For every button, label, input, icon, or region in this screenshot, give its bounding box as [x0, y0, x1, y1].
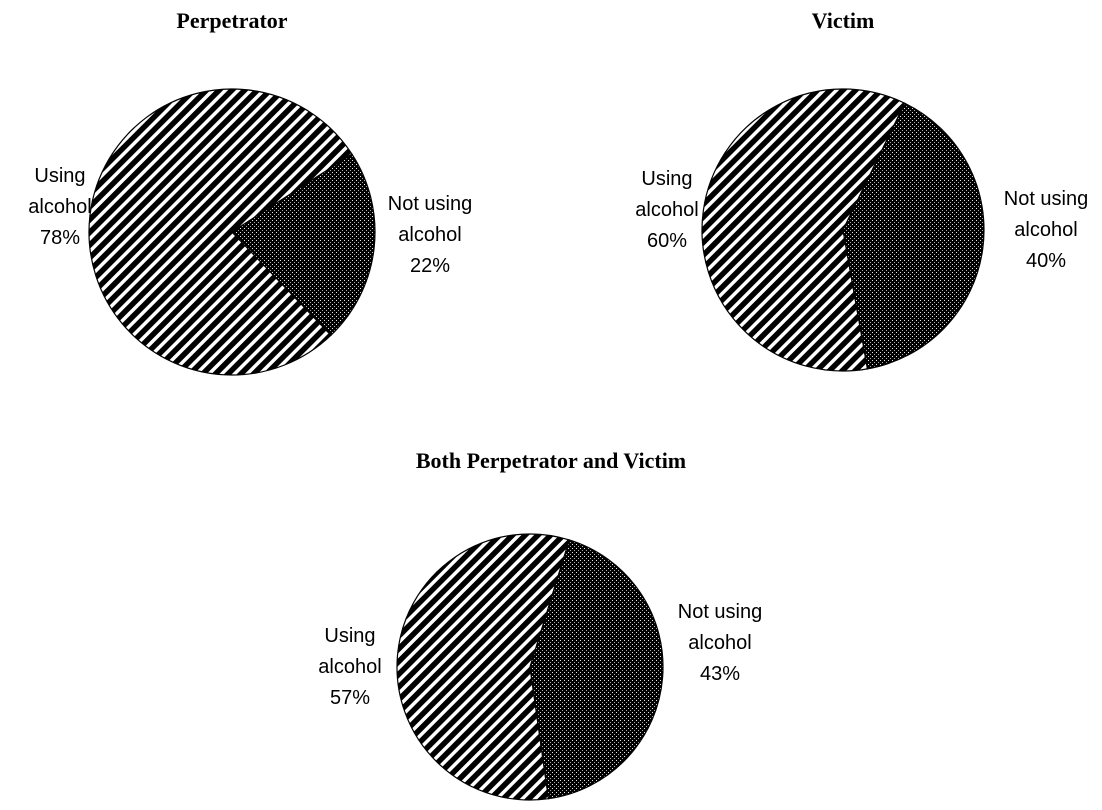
slice-label: Not using alcohol 43% — [668, 597, 772, 690]
slice-label: Using alcohol 60% — [615, 164, 719, 257]
slice-category: Not using alcohol — [1003, 188, 1089, 241]
pie-slice — [529, 539, 664, 800]
slice-category: Not using alcohol — [677, 601, 763, 654]
chart-title: Victim — [811, 8, 875, 33]
slice-value-label: 57% — [329, 687, 371, 709]
slice-category: Not using alcohol — [387, 193, 473, 246]
slice-value-label: 43% — [699, 663, 741, 685]
slice-label: Not using alcohol 40% — [994, 184, 1098, 277]
slice-category: Using alcohol — [318, 625, 382, 678]
slice-label: Using alcohol 57% — [298, 621, 402, 714]
slice-label: Not using alcohol 22% — [378, 189, 482, 282]
chart-title: Both Perpetrator and Victim — [415, 448, 687, 473]
slice-category: Using alcohol — [635, 168, 699, 221]
pie-slice — [701, 88, 906, 372]
slice-value-label: 40% — [1025, 250, 1067, 272]
slice-value-label: 22% — [409, 255, 451, 277]
pie-slice — [396, 533, 571, 801]
slice-value-label: 60% — [646, 230, 688, 252]
slice-category: Using alcohol — [28, 165, 92, 218]
slice-label: Using alcohol 78% — [8, 161, 112, 254]
chart-title: Perpetrator — [176, 8, 288, 33]
pie-slice — [231, 153, 376, 337]
pie-slice — [842, 102, 985, 370]
slice-value-label: 78% — [39, 227, 81, 249]
pie-slice — [88, 88, 353, 376]
